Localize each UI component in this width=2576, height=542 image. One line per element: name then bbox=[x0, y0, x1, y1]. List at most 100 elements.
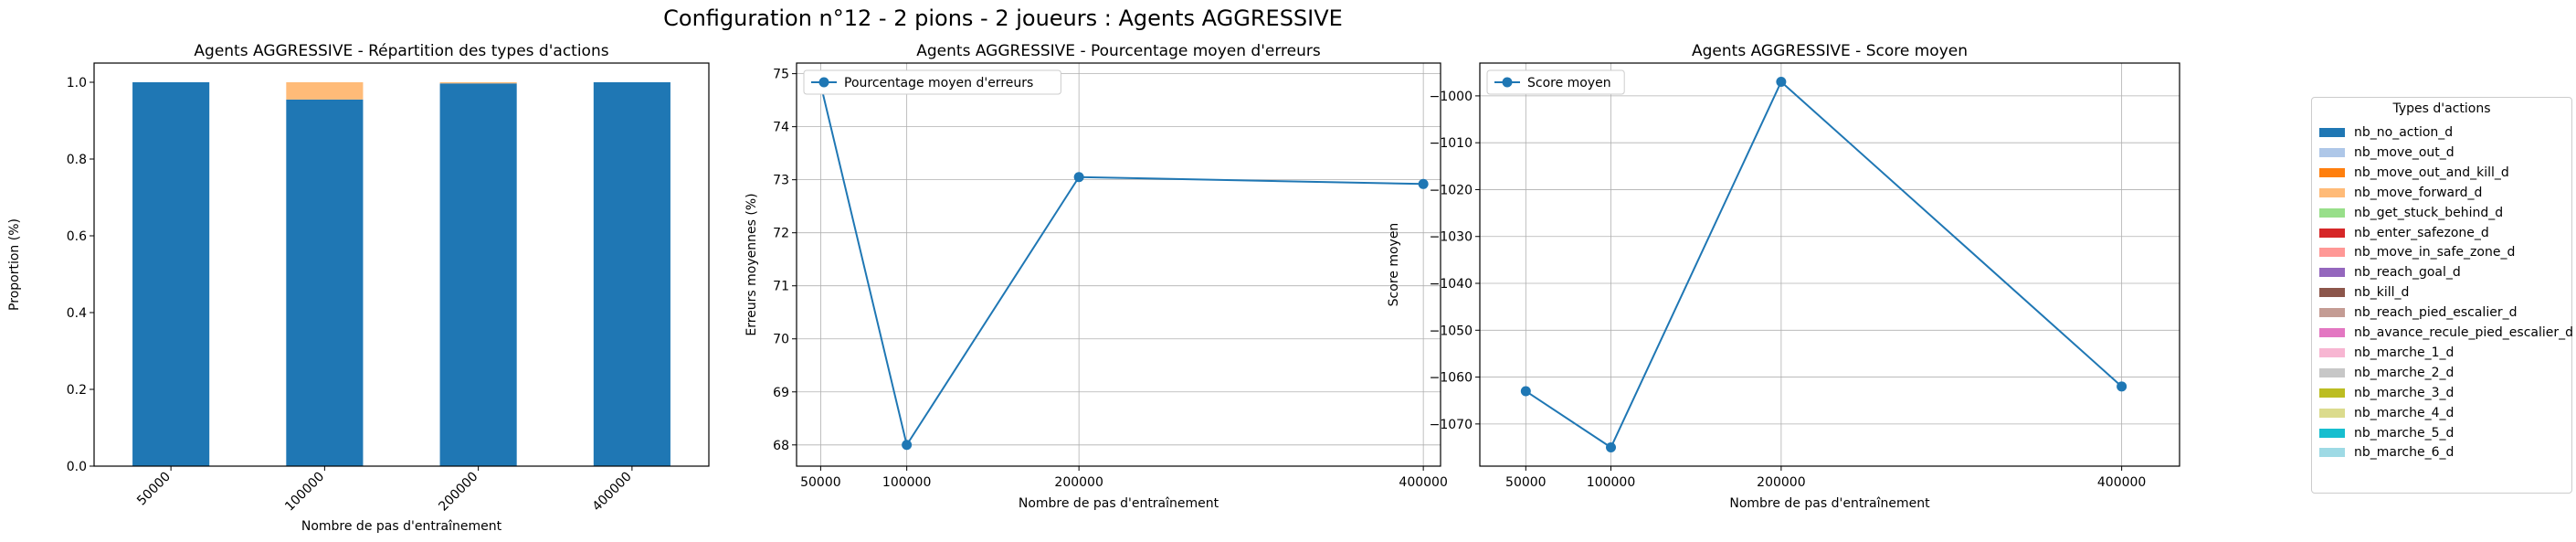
legend-item-label: nb_marche_1_d bbox=[2354, 345, 2455, 360]
legend-item-label: nb_get_stuck_behind_d bbox=[2354, 205, 2504, 220]
series-line bbox=[1525, 80, 2123, 449]
y-tick-label: 0.8 bbox=[67, 153, 87, 167]
legend-swatch bbox=[2319, 448, 2345, 458]
legend-item-label: nb_move_in_safe_zone_d bbox=[2354, 245, 2516, 260]
y-tick-label: 0.0 bbox=[67, 460, 87, 474]
legend-item: nb_marche_5_d bbox=[2312, 424, 2454, 442]
legend-item: nb_get_stuck_behind_d bbox=[2312, 204, 2503, 222]
legend-swatch bbox=[2319, 308, 2345, 318]
legend-swatch bbox=[2319, 268, 2345, 278]
legend-item: nb_reach_goal_d bbox=[2312, 263, 2461, 282]
figure-title: Configuration n°12 - 2 pions - 2 joueurs… bbox=[663, 5, 1343, 31]
legend-item-label: nb_no_action_d bbox=[2354, 125, 2454, 140]
legend-marker bbox=[818, 77, 829, 88]
legend-item: nb_marche_3_d bbox=[2312, 384, 2454, 402]
legend-label: Score moyen bbox=[1527, 76, 1611, 90]
axes-frame bbox=[93, 62, 710, 467]
y-axis-label: Proportion (%) bbox=[7, 218, 22, 311]
y-tick-label: 0.2 bbox=[67, 383, 87, 398]
bar-chart-action-types: 50000 100000 200000 400000 0.0 0.2 0.4 0.6 0.8 1.… bbox=[7, 42, 710, 534]
legend-item-label: nb_move_out_d bbox=[2354, 144, 2455, 160]
y-tick-label: 71 bbox=[773, 280, 789, 294]
legend-item-label: nb_marche_2_d bbox=[2354, 365, 2455, 380]
legend-swatch bbox=[2319, 147, 2345, 157]
chart-title: Agents AGGRESSIVE - Pourcentage moyen d'… bbox=[916, 42, 1321, 60]
x-tick-label: 200000 bbox=[1757, 475, 1805, 490]
y-tick-label: 74 bbox=[773, 121, 789, 135]
legend-swatch bbox=[2319, 367, 2345, 377]
legend: Types d'actions nb_no_action_d nb_move_ou… bbox=[2311, 97, 2573, 494]
data-point bbox=[1418, 178, 1429, 189]
legend-item-label: nb_marche_6_d bbox=[2354, 445, 2455, 461]
x-tick-label: 50000 bbox=[800, 475, 841, 490]
y-tick-label: 75 bbox=[773, 68, 789, 82]
legend-item: nb_kill_d bbox=[2312, 283, 2409, 302]
y-tick-label: −1010 bbox=[1430, 136, 1473, 151]
x-tick-label: 400000 bbox=[2097, 475, 2146, 490]
y-tick-label: −1060 bbox=[1430, 371, 1473, 386]
legend-item: nb_marche_6_d bbox=[2312, 443, 2454, 462]
legend-item-label: nb_reach_goal_d bbox=[2354, 265, 2461, 281]
y-tick-label: 72 bbox=[773, 227, 789, 241]
x-tick-label: 400000 bbox=[590, 470, 635, 515]
legend-item: nb_move_out_and_kill_d bbox=[2312, 164, 2509, 182]
y-tick-label: 0.6 bbox=[67, 229, 87, 244]
y-tick-label: −1070 bbox=[1430, 418, 1473, 432]
legend-item: nb_move_out_d bbox=[2312, 143, 2455, 162]
legend-box bbox=[803, 69, 1061, 95]
legend-item-label: nb_marche_4_d bbox=[2354, 405, 2455, 420]
legend-box bbox=[1486, 69, 1625, 95]
y-tick-label: 68 bbox=[773, 439, 789, 453]
x-tick-label: 50000 bbox=[134, 470, 174, 509]
legend-swatch bbox=[2319, 347, 2345, 357]
legend-swatch bbox=[2319, 428, 2345, 438]
legend-swatch bbox=[2319, 328, 2345, 337]
bar-segment bbox=[132, 82, 210, 466]
y-tick-label: −1000 bbox=[1430, 90, 1473, 104]
line-chart-error-percentage: 50000 100000 200000 400000 68 69 70 71 72 73 74 75 P… bbox=[744, 42, 1448, 511]
legend-swatch bbox=[2319, 388, 2345, 398]
data-point bbox=[1606, 441, 1617, 452]
data-point bbox=[902, 440, 913, 451]
y-tick-label: −1020 bbox=[1430, 183, 1473, 197]
y-tick-label: 73 bbox=[773, 174, 789, 188]
data-point bbox=[2117, 381, 2127, 392]
legend-item: nb_enter_safezone_d bbox=[2312, 224, 2489, 242]
legend-item: nb_marche_1_d bbox=[2312, 344, 2454, 362]
y-tick-label: −1040 bbox=[1430, 277, 1473, 292]
y-tick-label: −1050 bbox=[1430, 324, 1473, 338]
legend-item: nb_marche_2_d bbox=[2312, 364, 2454, 382]
legend-swatch bbox=[2319, 128, 2345, 137]
bar-segment bbox=[593, 82, 670, 466]
bar-segment bbox=[286, 99, 364, 467]
data-point bbox=[1520, 386, 1531, 397]
legend-marker bbox=[1502, 77, 1513, 88]
legend-item-label: nb_enter_safezone_d bbox=[2354, 225, 2489, 240]
y-axis-label: Score moyen bbox=[1387, 223, 1401, 307]
legend-item: nb_move_forward_d bbox=[2312, 184, 2482, 202]
legend-item-label: nb_marche_5_d bbox=[2354, 425, 2455, 441]
legend-swatch bbox=[2319, 187, 2345, 197]
x-tick-label: 100000 bbox=[282, 470, 327, 515]
legend-item-label: nb_kill_d bbox=[2354, 285, 2410, 301]
legend-item: nb_marche_4_d bbox=[2312, 404, 2454, 422]
axes-frame bbox=[1479, 62, 2180, 467]
legend-swatch bbox=[2319, 228, 2345, 238]
legend-label: Pourcentage moyen d'erreurs bbox=[844, 76, 1033, 90]
bar-segment bbox=[439, 82, 517, 84]
y-tick-label: 1.0 bbox=[67, 76, 87, 90]
x-axis-label: Nombre de pas d'entraînement bbox=[301, 519, 502, 534]
y-tick-label: 0.4 bbox=[67, 306, 87, 321]
legend-item: nb_reach_pied_escalier_d bbox=[2312, 303, 2517, 322]
data-point bbox=[1073, 172, 1084, 183]
x-tick-label: 100000 bbox=[882, 475, 931, 490]
legend-swatch bbox=[2319, 207, 2345, 218]
line-chart-mean-score: 50000 100000 200000 400000 −1000 −1010 −1020 −1… bbox=[1387, 42, 2180, 511]
legend-swatch bbox=[2319, 288, 2345, 298]
legend-swatch bbox=[2319, 167, 2345, 177]
legend-item-label: nb_move_forward_d bbox=[2354, 185, 2483, 200]
y-tick-label: 69 bbox=[773, 386, 789, 400]
data-point bbox=[1776, 77, 1787, 88]
legend-item-label: nb_marche_3_d bbox=[2354, 385, 2455, 400]
